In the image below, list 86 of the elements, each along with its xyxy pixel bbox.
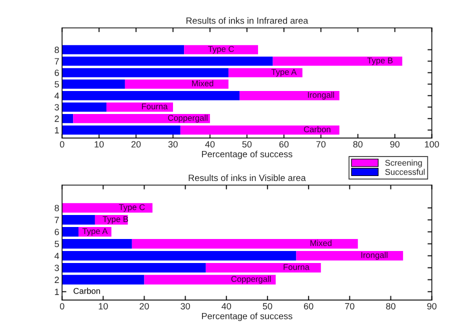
- y-tick-label: 5: [54, 240, 59, 248]
- x-tick-label: 10: [98, 303, 108, 310]
- bar: [240, 91, 340, 100]
- annotation: Fourna: [284, 264, 310, 270]
- bar: [144, 274, 276, 284]
- y-tick-label: 3: [54, 104, 59, 110]
- x-tick-label: 90: [427, 303, 436, 310]
- annotation: Type C: [118, 204, 145, 212]
- x-tick-label: 10: [94, 141, 104, 148]
- x-tick-label: 40: [205, 141, 215, 148]
- annotation: Type A: [82, 228, 108, 236]
- bar: [272, 56, 402, 66]
- y-tick-label: 7: [54, 216, 59, 224]
- bar: [62, 274, 144, 284]
- y-tick-label: 8: [54, 204, 59, 212]
- bar: [62, 239, 132, 249]
- bar: [106, 102, 174, 112]
- x-tick-label: 80: [353, 141, 363, 148]
- x-tick-label: 0: [60, 303, 64, 310]
- y-tick-label: 2: [54, 276, 59, 283]
- y-tick-label: 8: [54, 46, 59, 54]
- bar: [62, 114, 74, 124]
- bar: [206, 262, 321, 273]
- y-tick-label: 3: [54, 264, 59, 272]
- x-axis-title: Percentage of success: [202, 150, 292, 160]
- annotation: Irongall: [308, 92, 334, 100]
- x-tick-label: 50: [242, 141, 252, 148]
- y-tick-label: 1: [54, 288, 59, 295]
- x-tick-label: 30: [168, 141, 178, 148]
- y-tick-label: 2: [54, 116, 59, 122]
- x-tick-label: 30: [180, 303, 190, 310]
- x-tick-label: 70: [316, 141, 326, 148]
- annotation: Fourna: [142, 104, 168, 110]
- bar: [62, 102, 106, 112]
- bar: [62, 215, 95, 225]
- bar: [184, 45, 258, 54]
- x-tick-label: 40: [222, 303, 232, 310]
- bar: [62, 262, 206, 273]
- y-tick-label: 4: [54, 252, 60, 260]
- x-tick-label: 60: [279, 141, 289, 148]
- y-tick-label: 7: [54, 58, 59, 64]
- annotation: Coppergall: [231, 276, 271, 284]
- annotation: Irongall: [361, 252, 388, 260]
- x-tick-label: 60: [304, 303, 314, 310]
- annotation: Carbon: [304, 126, 330, 132]
- bar: [180, 125, 340, 135]
- bar: [62, 80, 125, 89]
- x-tick-label: 0: [60, 141, 64, 148]
- bar: [62, 203, 152, 213]
- y-tick-label: 1: [54, 127, 59, 134]
- legend-label: Screening: [385, 160, 422, 168]
- bar: [62, 250, 296, 261]
- bar: [132, 239, 358, 249]
- bar: [73, 114, 210, 124]
- bar: [62, 68, 228, 78]
- x-tick-label: 90: [390, 141, 400, 148]
- x-tick-label: 100: [424, 141, 439, 148]
- y-tick-label: 6: [54, 70, 59, 76]
- bar: [228, 68, 302, 78]
- bar: [62, 91, 240, 100]
- annotation: Type B: [367, 58, 393, 66]
- annotation: Mixed: [310, 240, 332, 246]
- x-axis-title: Percentage of success: [202, 312, 292, 322]
- annotation: Coppergall: [168, 114, 208, 122]
- y-tick-label: 6: [54, 228, 59, 236]
- y-tick-label: 4: [54, 92, 60, 99]
- annotation: Mixed: [192, 80, 214, 86]
- annotation: Type A: [271, 69, 297, 77]
- annotation: Type C: [208, 46, 234, 54]
- bar: [62, 45, 184, 54]
- legend-label: Successful: [385, 168, 425, 175]
- bar: [62, 227, 79, 237]
- chart-title: Results of inks in Infrared area: [186, 17, 308, 24]
- x-tick-label: 70: [345, 303, 354, 310]
- x-tick-label: 80: [386, 303, 396, 310]
- bar: [62, 56, 273, 66]
- x-tick-label: 20: [140, 303, 149, 310]
- bar: [296, 250, 404, 261]
- bar: [124, 80, 228, 89]
- chart-title: Results of inks in Visible area: [188, 174, 306, 182]
- x-tick-label: 20: [131, 141, 141, 148]
- annotation: Type B: [102, 216, 128, 224]
- annotation: Carbon: [74, 288, 100, 294]
- x-tick-label: 50: [262, 303, 272, 310]
- y-tick-label: 5: [54, 81, 59, 88]
- bar: [62, 125, 180, 135]
